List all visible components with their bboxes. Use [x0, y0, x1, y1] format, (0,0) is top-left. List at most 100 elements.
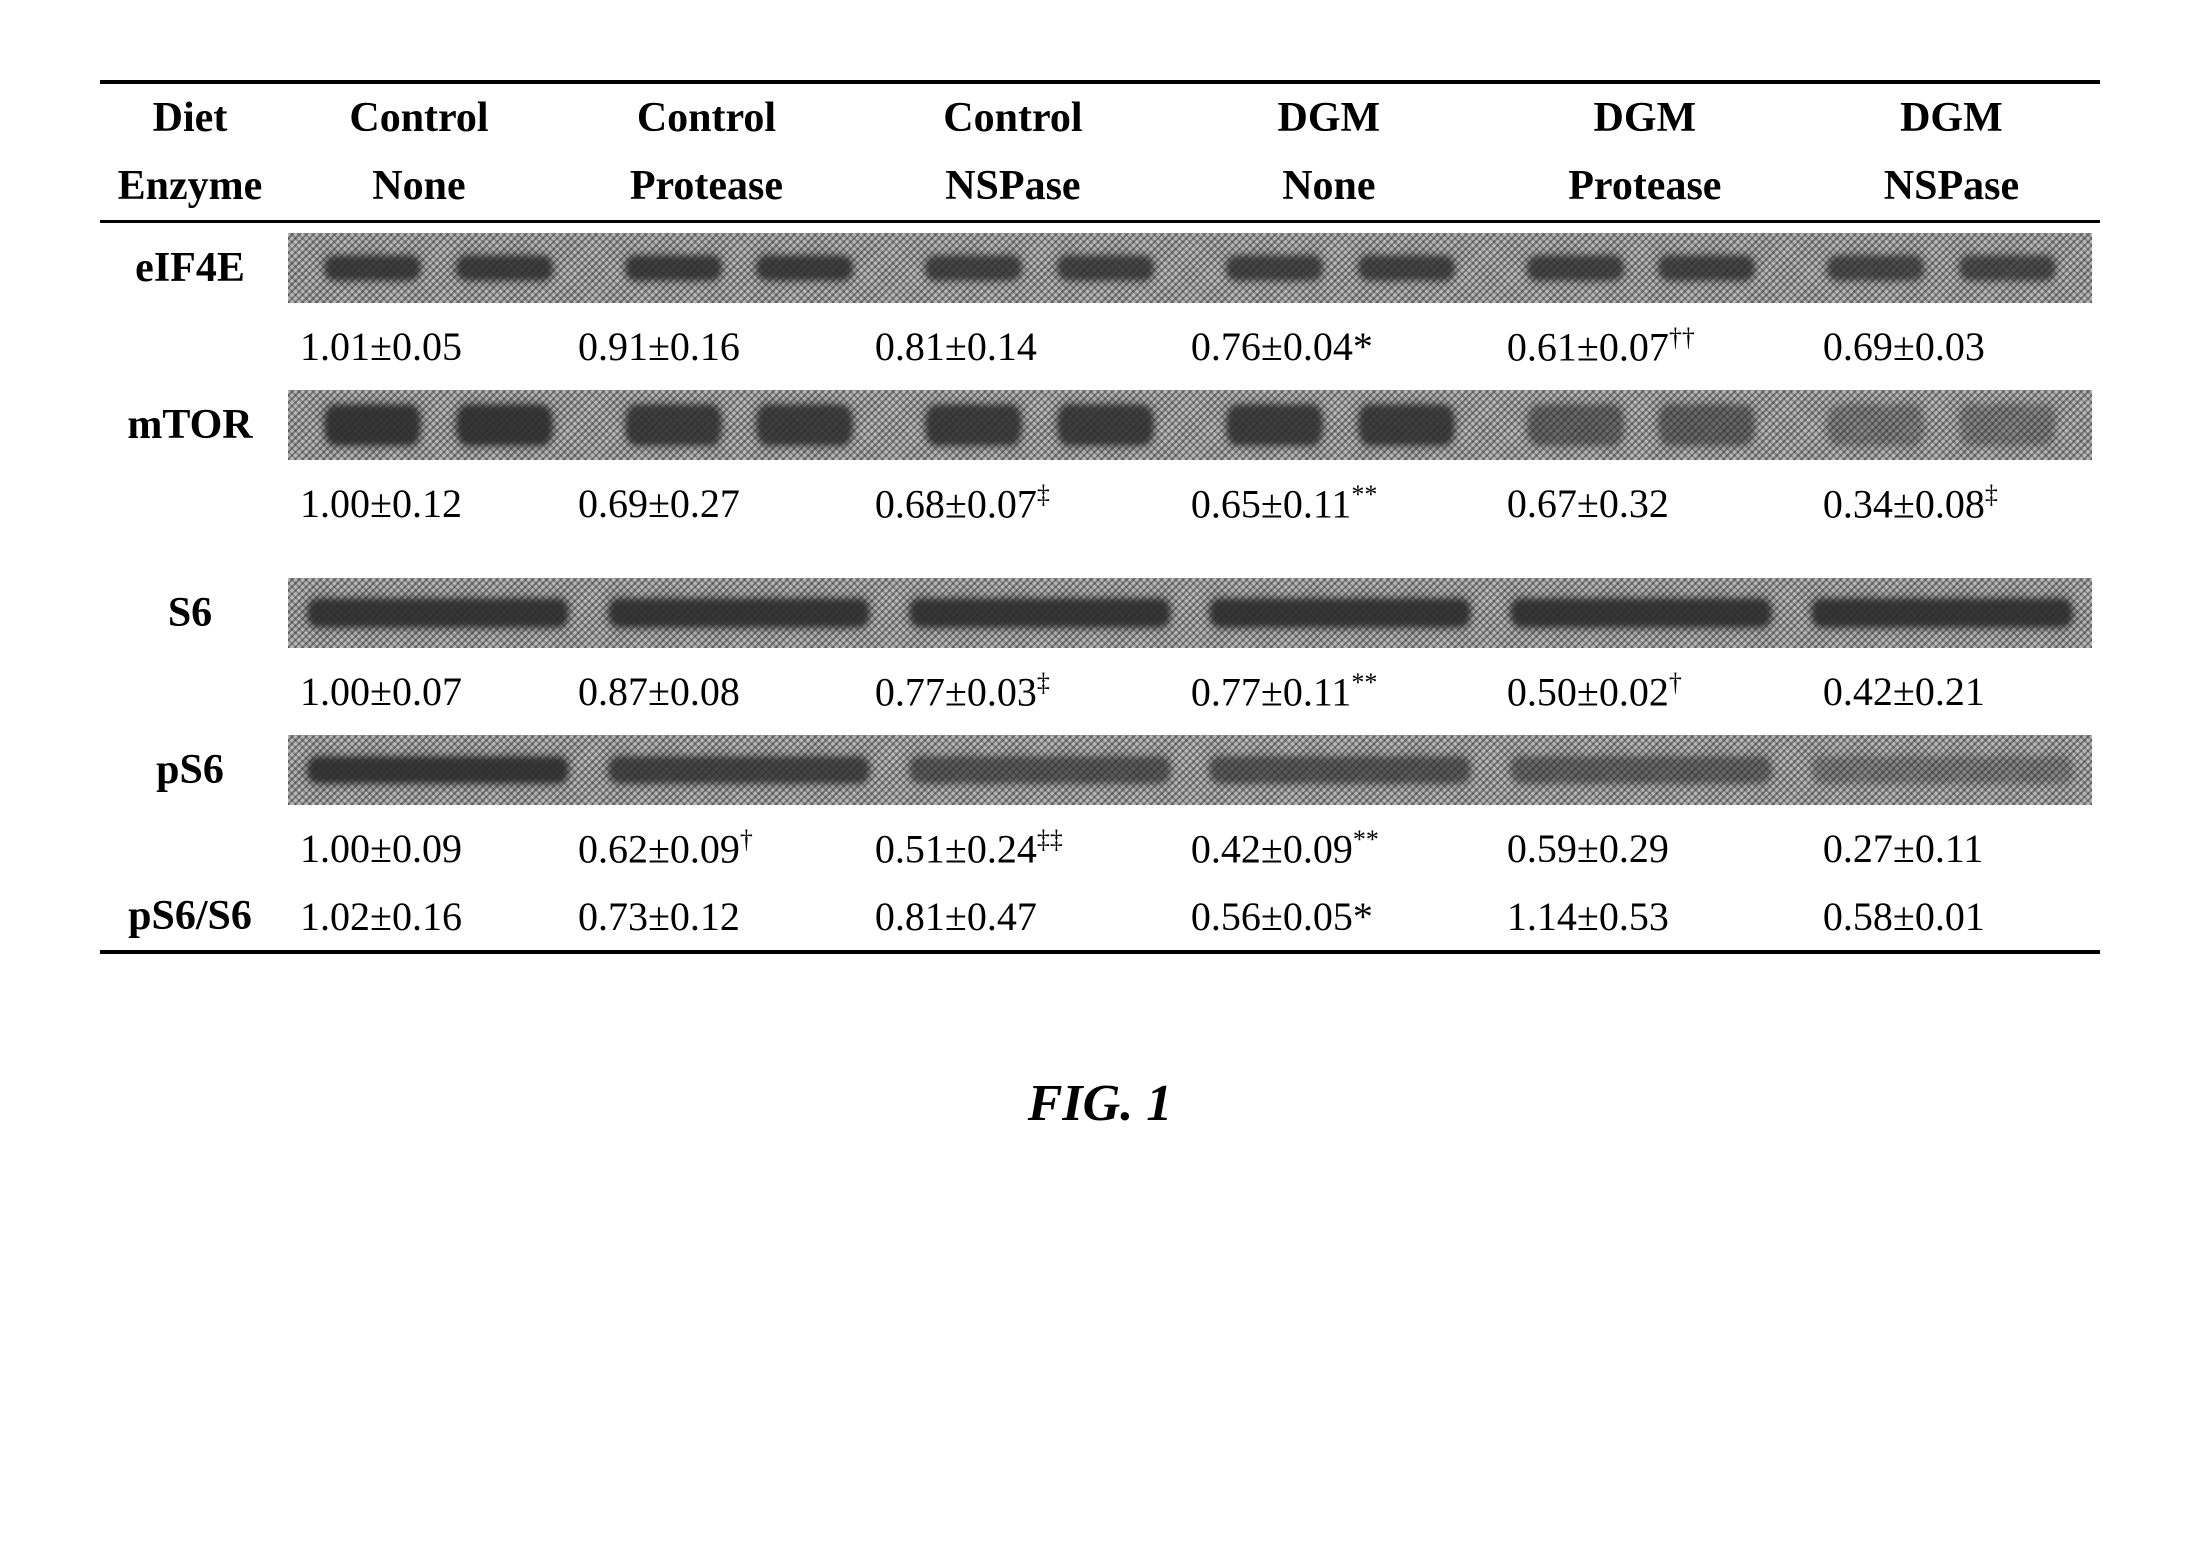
blot-band: [609, 599, 869, 627]
value-cell: 1.02±0.16: [280, 882, 558, 952]
blot-lane: [1491, 578, 1792, 648]
blot-cell: [280, 568, 2100, 658]
blot-band: [1227, 405, 1322, 445]
blot-band: [1828, 405, 1923, 445]
blot-lane: [1190, 735, 1491, 805]
figure-container: Diet Control Control Control DGM DGM DGM…: [100, 80, 2100, 1133]
blot-strip: [288, 578, 2092, 648]
value-cell: 0.77±0.03‡: [855, 658, 1171, 725]
blot-lane: [589, 390, 890, 460]
blot-lane: [1491, 233, 1792, 303]
row-label: [100, 658, 280, 725]
value-cell: 0.76±0.04*: [1171, 313, 1487, 380]
value-cell: 1.01±0.05: [280, 313, 558, 380]
blot-band: [325, 256, 420, 280]
header-col-enzyme: NSPase: [855, 152, 1171, 222]
spacer-row: [100, 538, 2100, 568]
header-diet-label: Diet: [100, 82, 280, 152]
value-row: pS6/S61.02±0.160.73±0.120.81±0.470.56±0.…: [100, 882, 2100, 952]
blot-lane: [589, 233, 890, 303]
blot-band: [626, 405, 721, 445]
value-cell: 1.00±0.12: [280, 470, 558, 537]
blot-row: mTOR: [100, 380, 2100, 470]
blot-lane: [288, 735, 589, 805]
header-col-diet: Control: [855, 82, 1171, 152]
row-label: eIF4E: [100, 222, 280, 314]
row-label: S6: [100, 568, 280, 658]
value-cell: 0.65±0.11**: [1171, 470, 1487, 537]
header-col-diet: DGM: [1803, 82, 2100, 152]
blot-band: [757, 256, 852, 280]
blot-band: [910, 757, 1170, 783]
header-col-enzyme: NSPase: [1803, 152, 2100, 222]
header-col-enzyme: Protease: [558, 152, 855, 222]
value-cell: 0.68±0.07‡: [855, 470, 1171, 537]
blot-strip: [288, 735, 2092, 805]
blot-cell: [280, 380, 2100, 470]
row-label: [100, 815, 280, 882]
value-row: 1.00±0.070.87±0.080.77±0.03‡0.77±0.11**0…: [100, 658, 2100, 725]
table-header: Diet Control Control Control DGM DGM DGM…: [100, 82, 2100, 222]
blot-band: [1659, 256, 1754, 280]
figure-caption: FIG. 1: [100, 1074, 2100, 1133]
blot-band: [1812, 757, 2072, 783]
table-body: eIF4E1.01±0.050.91±0.160.81±0.140.76±0.0…: [100, 222, 2100, 953]
header-col-enzyme: None: [280, 152, 558, 222]
blot-band: [910, 599, 1170, 627]
value-cell: 0.50±0.02†: [1487, 658, 1803, 725]
blot-band: [1960, 405, 2055, 445]
blot-band: [1528, 405, 1623, 445]
value-cell: 0.27±0.11: [1803, 815, 2100, 882]
blot-row: S6: [100, 568, 2100, 658]
blot-lane: [1491, 735, 1792, 805]
header-col-diet: DGM: [1171, 82, 1487, 152]
value-cell: 0.69±0.03: [1803, 313, 2100, 380]
blot-cell: [280, 222, 2100, 314]
blot-lane: [288, 233, 589, 303]
blot-band: [308, 599, 568, 627]
blot-band: [1511, 757, 1771, 783]
blot-band: [1659, 405, 1754, 445]
row-label: [100, 470, 280, 537]
header-col-enzyme: Protease: [1487, 152, 1803, 222]
blot-band: [1210, 599, 1470, 627]
blot-lane: [1491, 390, 1792, 460]
header-enzyme-label: Enzyme: [100, 152, 280, 222]
blot-cell: [280, 725, 2100, 815]
header-col-diet: DGM: [1487, 82, 1803, 152]
header-col-enzyme: None: [1171, 152, 1487, 222]
blot-lane: [889, 735, 1190, 805]
header-col-diet: Control: [558, 82, 855, 152]
blot-lane: [288, 578, 589, 648]
blot-row: eIF4E: [100, 222, 2100, 314]
value-cell: 0.34±0.08‡: [1803, 470, 2100, 537]
blot-lane: [889, 233, 1190, 303]
value-cell: 0.87±0.08: [558, 658, 855, 725]
blot-lane: [1190, 390, 1491, 460]
blot-strip: [288, 390, 2092, 460]
blot-band: [457, 405, 552, 445]
blot-band: [626, 256, 721, 280]
blot-band: [926, 405, 1021, 445]
blot-band: [1058, 405, 1153, 445]
blot-lane: [1791, 390, 2092, 460]
value-cell: 0.69±0.27: [558, 470, 855, 537]
blot-lane: [589, 578, 890, 648]
value-cell: 0.67±0.32: [1487, 470, 1803, 537]
value-cell: 0.56±0.05*: [1171, 882, 1487, 952]
blot-band: [609, 757, 869, 783]
blot-band: [1058, 256, 1153, 280]
value-cell: 0.62±0.09†: [558, 815, 855, 882]
value-cell: 0.59±0.29: [1487, 815, 1803, 882]
row-label: pS6: [100, 725, 280, 815]
value-cell: 1.00±0.07: [280, 658, 558, 725]
value-row: 1.00±0.120.69±0.270.68±0.07‡0.65±0.11**0…: [100, 470, 2100, 537]
value-cell: 0.77±0.11**: [1171, 658, 1487, 725]
blot-row: pS6: [100, 725, 2100, 815]
blot-band: [926, 256, 1021, 280]
blot-band: [1359, 256, 1454, 280]
blot-lane: [1190, 578, 1491, 648]
value-cell: 0.42±0.09**: [1171, 815, 1487, 882]
value-cell: 0.73±0.12: [558, 882, 855, 952]
blot-strip: [288, 233, 2092, 303]
